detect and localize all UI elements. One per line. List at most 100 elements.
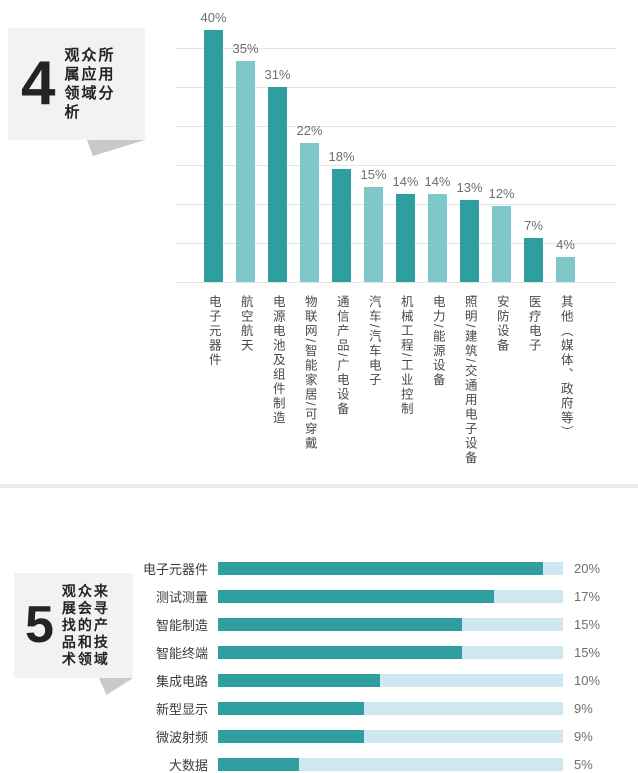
bar <box>396 194 415 282</box>
badge-title-line: 观众来 <box>61 583 110 599</box>
bar <box>556 257 575 282</box>
bar-category-label: 汽车/汽车电子 <box>366 295 381 388</box>
gridline <box>175 126 617 127</box>
bar-value-label: 4% <box>556 237 575 252</box>
row-category-label: 大数据 <box>168 757 208 773</box>
bar-fill <box>218 701 365 715</box>
bar-category-label: 机械工程/工业控制 <box>398 295 413 417</box>
bar-track <box>218 757 563 771</box>
row-value-label: 17% <box>574 588 601 604</box>
speech-tail-icon <box>87 140 145 156</box>
bar-fill <box>218 645 462 659</box>
bar <box>300 143 319 282</box>
bar-value-label: 35% <box>232 41 259 56</box>
row-value-label: 15% <box>574 616 601 632</box>
badge-title-line: 领域分 <box>64 85 116 102</box>
application-field-bar-chart: 40% 电子元器件 35% 航空航天 31% 电源电池及组件制造 22% 物联网/智能家居/可… <box>175 10 617 465</box>
bar <box>332 169 351 282</box>
bar <box>268 87 287 282</box>
bar <box>492 206 511 282</box>
bar-value-label: 22% <box>296 123 323 138</box>
gridline <box>175 87 617 88</box>
bar <box>204 30 223 282</box>
chart-row: 测试测量 17% <box>0 582 638 610</box>
bar <box>364 187 383 282</box>
bar-category-label: 航空航天 <box>238 295 253 353</box>
bar-value-label: 15% <box>360 167 387 182</box>
bar-track <box>218 561 563 575</box>
chart-row: 智能终端 15% <box>0 638 638 666</box>
row-value-label: 15% <box>574 644 601 660</box>
chart-row: 集成电路 10% <box>0 666 638 694</box>
section-divider <box>0 484 638 488</box>
row-category-label: 微波射频 <box>155 729 208 745</box>
bar-value-label: 13% <box>456 180 483 195</box>
bar-value-label: 7% <box>524 218 543 233</box>
bar-category-label: 其他（媒体、政府等） <box>558 295 573 440</box>
badge-title-line: 析 <box>64 104 82 121</box>
bar-category-label: 电源电池及组件制造 <box>270 295 285 426</box>
bar-value-label: 40% <box>200 10 227 25</box>
section-4-number: 4 <box>21 49 56 119</box>
section-5-title: 观众来 展会寻 找的产 品和技 术领域 <box>62 583 110 668</box>
section-4-title: 观众所属应用领域分析 <box>64 46 115 122</box>
badge-title-line: 术领域 <box>61 651 110 667</box>
row-value-label: 10% <box>574 672 601 688</box>
bar-category-label: 照明/建筑/交通用电子设备 <box>462 295 477 466</box>
section-5-badge: 5 观众来 展会寻 找的产 品和技 术领域 <box>14 573 133 695</box>
row-category-label: 集成电路 <box>155 673 208 689</box>
bar <box>524 238 543 282</box>
bar-category-label: 电子元器件 <box>206 295 221 368</box>
bar-fill <box>218 729 365 743</box>
chart-row: 微波射频 9% <box>0 722 638 750</box>
chart-row: 电子元器件 20% <box>0 554 638 582</box>
section-5-number: 5 <box>25 596 54 655</box>
chart-row: 大数据 5% <box>0 750 638 773</box>
row-category-label: 测试测量 <box>155 589 208 605</box>
gridline <box>175 48 617 49</box>
bar-value-label: 31% <box>264 67 291 82</box>
row-category-label: 智能终端 <box>155 645 208 661</box>
bar-track <box>218 617 563 631</box>
bar-category-label: 安防设备 <box>494 295 509 353</box>
bar-category-label: 通信产品/广电设备 <box>334 295 349 417</box>
section-4-badge: 4 观众所属应用领域分析 <box>8 28 145 156</box>
bar-value-label: 18% <box>328 149 355 164</box>
row-value-label: 9% <box>574 728 593 744</box>
badge-title-line: 找的产 <box>61 617 110 633</box>
bar-value-label: 12% <box>488 186 515 201</box>
chart-row: 新型显示 9% <box>0 694 638 722</box>
badge-title-line: 品和技 <box>61 634 110 650</box>
bar-fill <box>218 617 462 631</box>
bar-track <box>218 589 563 603</box>
bar-value-label: 14% <box>424 174 451 189</box>
badge-title-line: 观众所 <box>64 47 116 64</box>
badge-title-line: 属应用 <box>64 66 116 83</box>
bar-fill <box>218 589 494 603</box>
bar-track <box>218 729 563 743</box>
bar-fill <box>218 673 381 687</box>
row-value-label: 20% <box>574 560 601 576</box>
bar <box>460 200 479 282</box>
row-value-label: 9% <box>574 700 593 716</box>
bar-track <box>218 645 563 659</box>
gridline <box>175 282 617 283</box>
bar-fill <box>218 561 543 575</box>
bar-track <box>218 673 563 687</box>
row-value-label: 5% <box>574 756 593 772</box>
row-category-label: 智能制造 <box>155 617 208 633</box>
bar-value-label: 14% <box>392 174 419 189</box>
bar-category-label: 医疗电子 <box>526 295 541 353</box>
gridline <box>175 165 617 166</box>
bar <box>236 61 255 282</box>
bar-fill <box>218 757 300 771</box>
chart-row: 智能制造 15% <box>0 610 638 638</box>
products-sought-bar-chart: 电子元器件 20% 测试测量 17% 智能制造 15% 智能终端 15% 集成电路 10% 新型显示… <box>0 554 638 773</box>
bar-track <box>218 701 563 715</box>
row-category-label: 新型显示 <box>155 701 208 717</box>
bar <box>428 194 447 282</box>
bar-category-label: 电力/能源设备 <box>430 295 445 388</box>
row-category-label: 电子元器件 <box>142 561 208 577</box>
bar-category-label: 物联网/智能家居/可穿戴 <box>302 295 317 451</box>
